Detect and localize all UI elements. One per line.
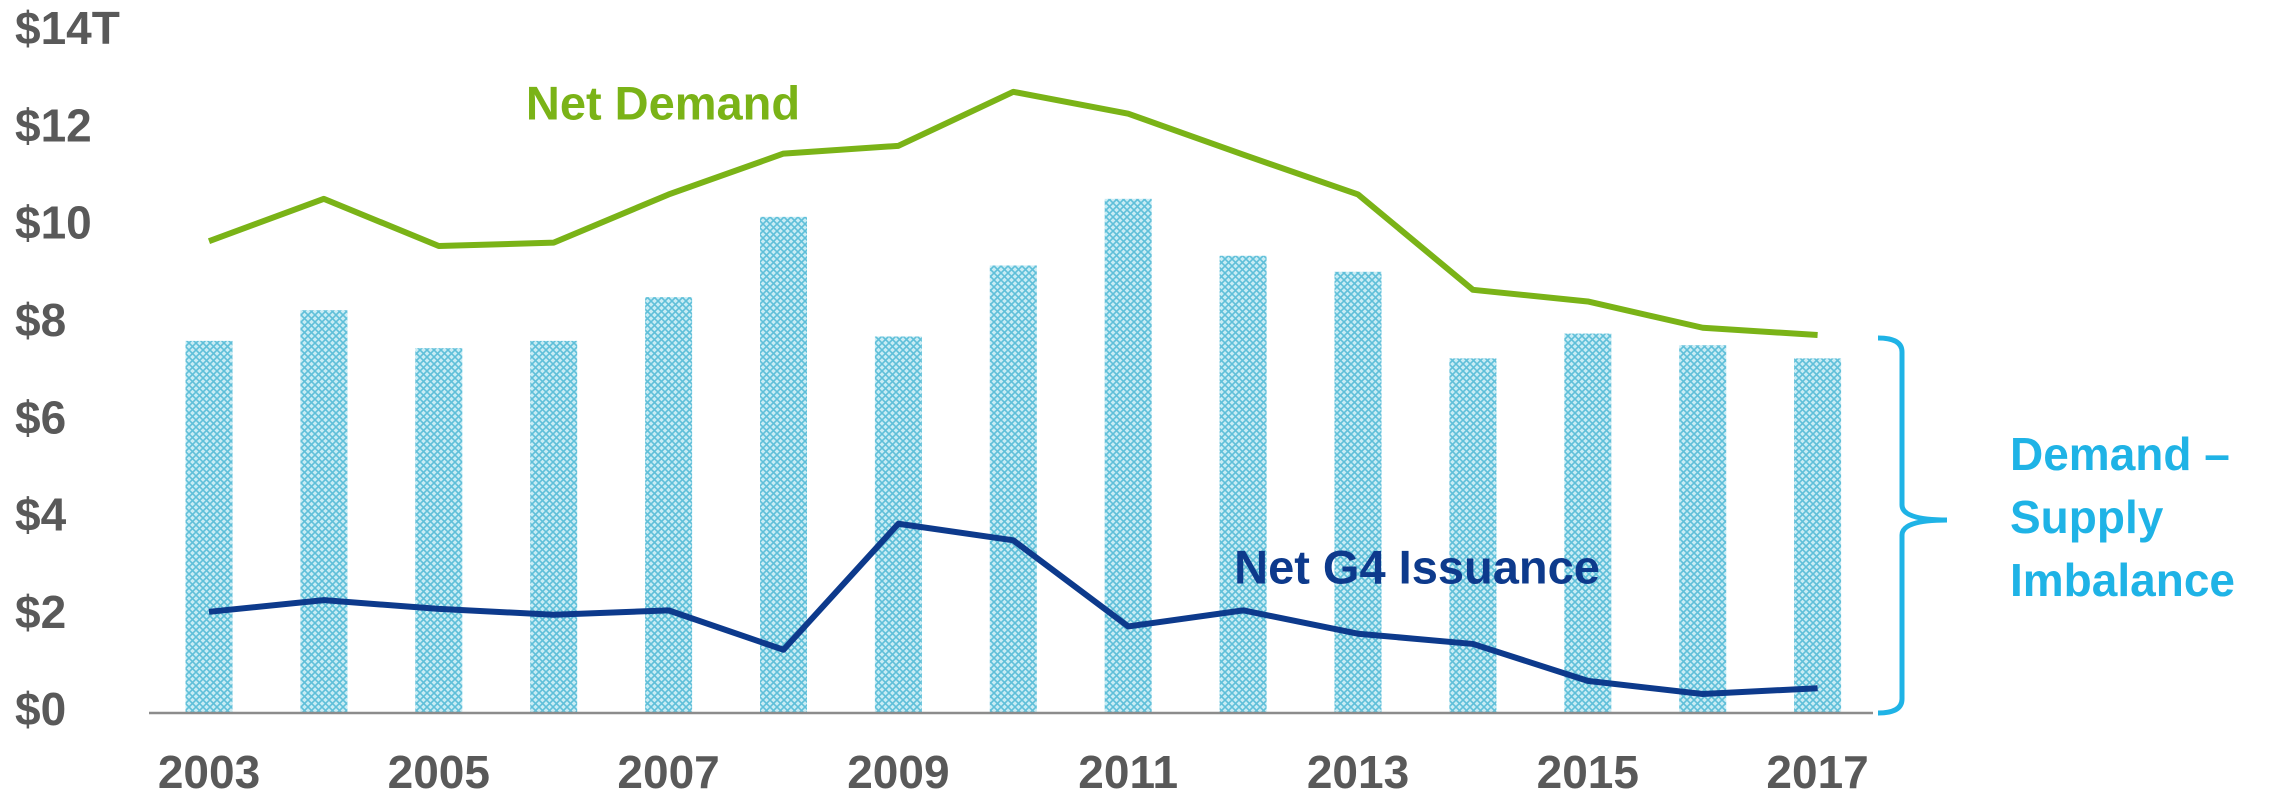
bar [760, 216, 807, 714]
bar [645, 297, 693, 713]
bracket [1877, 335, 1948, 716]
x-tick-label: 2005 [388, 746, 490, 798]
bar [415, 348, 463, 713]
bar [300, 310, 348, 713]
y-tick-label: $0 [15, 683, 66, 735]
x-tick-label: 2015 [1537, 746, 1639, 798]
x-tick-label: 2007 [617, 746, 719, 798]
x-tick-label: 2003 [158, 746, 260, 798]
line [207, 88, 1818, 339]
bar [530, 340, 578, 713]
y-tick-label: $10 [15, 197, 92, 249]
bar [989, 265, 1037, 713]
annotation: Demand – [2010, 428, 2230, 480]
x-tick-label: 2013 [1307, 746, 1409, 798]
bar [1219, 255, 1267, 713]
bar [1564, 333, 1612, 713]
series-label: Net Demand [526, 76, 800, 129]
bar [1449, 358, 1497, 713]
annotation: Imbalance [2010, 554, 2235, 606]
bar [1794, 358, 1842, 713]
line [208, 520, 1818, 698]
bar [1104, 198, 1152, 714]
bar [185, 340, 233, 713]
bar [1679, 345, 1727, 713]
y-tick-label: $6 [15, 391, 66, 443]
y-tick-label: $8 [15, 294, 66, 346]
y-tick-label: $12 [15, 99, 92, 151]
annotation: Supply [2010, 491, 2164, 543]
x-tick-label: 2009 [847, 746, 949, 798]
x-tick-label: 2011 [1078, 746, 1178, 798]
y-tick-label: $14T [15, 2, 120, 54]
series-label: Net G4 Issuance [1234, 540, 1600, 593]
bar [1334, 271, 1382, 713]
y-tick-label: $4 [15, 489, 67, 541]
x-tick-label: 2017 [1766, 746, 1868, 798]
y-tick-label: $2 [15, 586, 66, 638]
